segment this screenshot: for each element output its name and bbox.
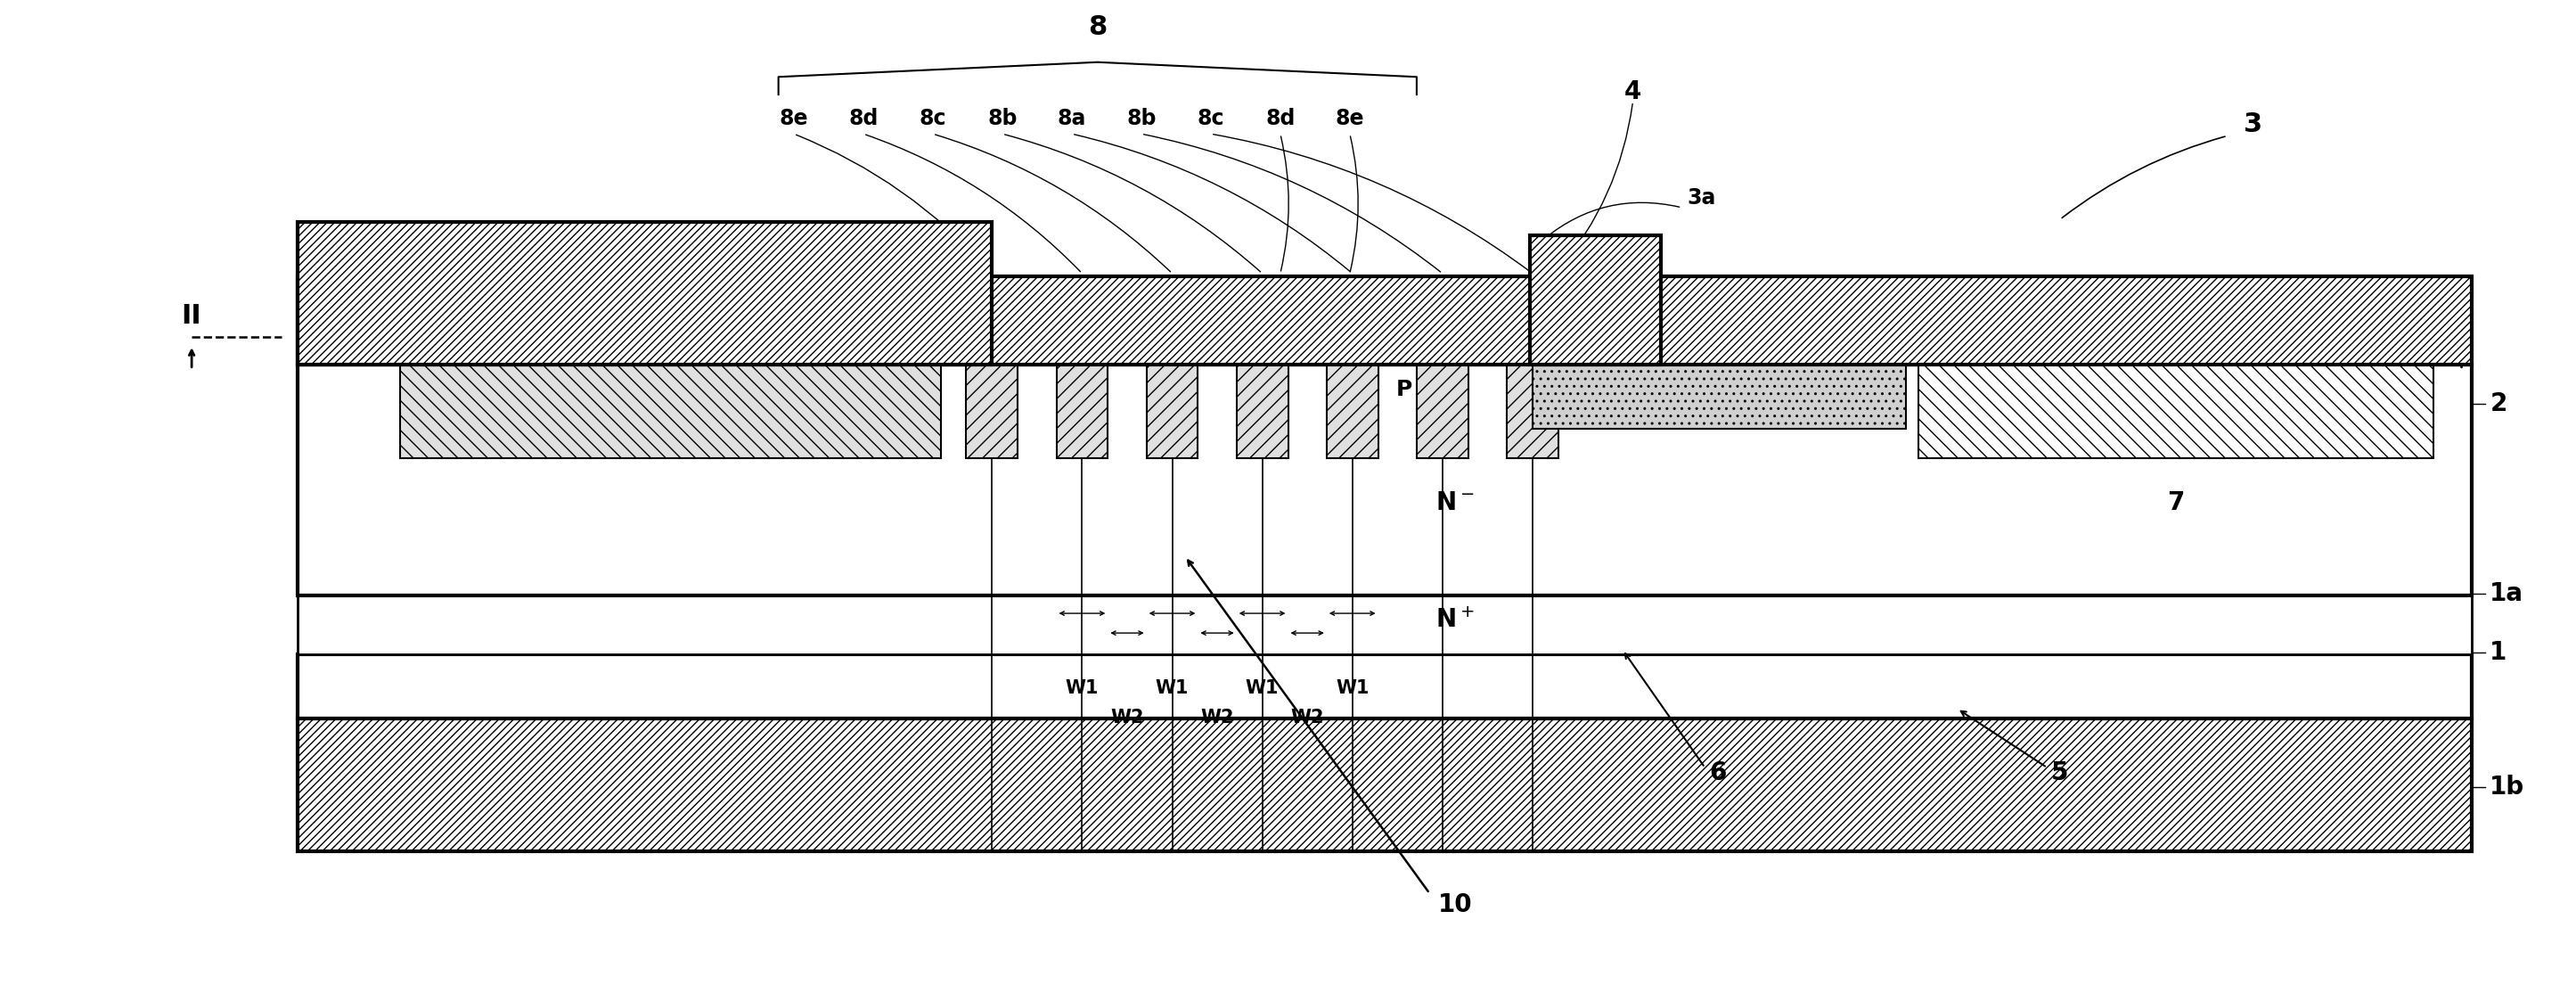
Text: W1: W1 [1334,680,1368,697]
Bar [1327,364,1378,458]
Bar [1056,364,1108,458]
Bar [399,364,940,458]
Text: II: II [2452,302,2470,329]
Text: 10: 10 [1437,892,1473,918]
Text: W1: W1 [1247,680,1278,697]
Text: II: II [180,302,201,329]
Bar [296,718,2473,851]
Text: 8e: 8e [781,107,809,129]
Text: 1: 1 [2491,640,2506,665]
Text: 8c: 8c [1198,107,1224,129]
Text: 8b: 8b [987,107,1018,129]
Text: 8: 8 [1087,15,1108,40]
Text: P: P [1396,378,1412,400]
Text: N$^-$: N$^-$ [1435,490,1473,515]
Bar [1146,364,1198,458]
Bar [296,596,2473,655]
Text: 8d: 8d [848,107,878,129]
Bar [1533,364,1906,428]
Bar [296,223,992,364]
Bar [296,655,2473,718]
Text: 8c: 8c [920,107,945,129]
Text: N$^+$: N$^+$ [1435,608,1473,632]
Text: W2: W2 [1110,708,1144,727]
Bar [1236,364,1288,458]
Bar [1507,364,1558,458]
Text: 6: 6 [1708,760,1726,785]
Text: 8d: 8d [1265,107,1296,129]
Text: 7: 7 [2166,490,2184,515]
Text: 4: 4 [1625,79,1641,104]
Bar [1530,235,1662,364]
Text: 8a: 8a [1056,107,1087,129]
Text: 1a: 1a [2491,581,2524,606]
Bar [1919,364,2434,458]
Bar [296,277,2473,364]
Text: 2: 2 [2491,392,2506,417]
Text: W2: W2 [1200,708,1234,727]
Text: 3a: 3a [1687,187,1716,209]
Text: W2: W2 [1291,708,1324,727]
Text: 8e: 8e [1334,107,1365,129]
Text: 3: 3 [2244,111,2262,137]
Text: W1: W1 [1157,680,1190,697]
Bar [296,364,2473,596]
Text: P: P [1582,346,1597,367]
Text: 1b: 1b [2491,775,2524,800]
Text: 5: 5 [2050,760,2069,785]
Text: 8b: 8b [1126,107,1157,129]
Text: W1: W1 [1066,680,1100,697]
Bar [966,364,1018,458]
Bar [1417,364,1468,458]
